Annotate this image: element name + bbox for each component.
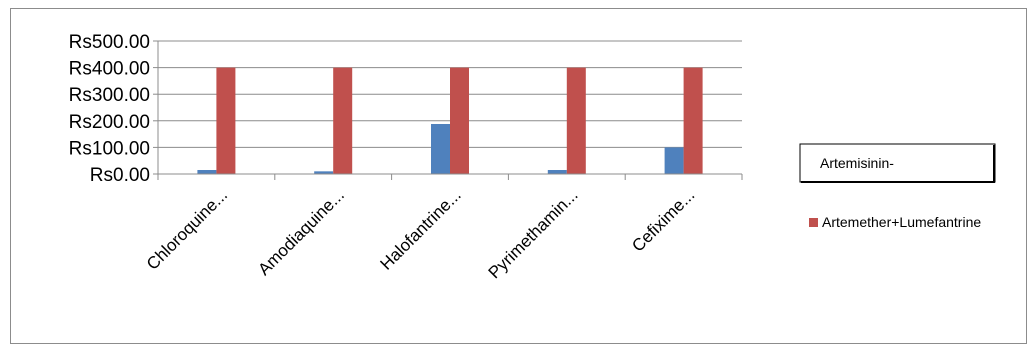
y-tick-labels: Rs0.00 Rs100.00 Rs200.00 Rs300.00 Rs400.00 Rs… [69, 32, 150, 186]
bar-artemisinin [314, 171, 334, 174]
bar-artemether-lumefantrine [216, 67, 236, 174]
legend-label-artemether-lumefantrine: Artemether+Lumefantrine [822, 214, 981, 230]
bar-artemether-lumefantrine [450, 67, 469, 174]
legend-box [799, 143, 996, 183]
x-tick-label: Cefixime... [628, 185, 698, 255]
x-tick-labels: Chloroquine... Amodiaquine... Halofantrine… [143, 185, 698, 282]
y-tick-label: Rs500.00 [69, 32, 150, 53]
y-tick-label: Rs0.00 [90, 165, 150, 186]
x-tick-label: Halofantrine... [377, 185, 465, 273]
bar-artemether-lumefantrine [683, 67, 703, 174]
bar-artemisinin [431, 123, 450, 174]
x-tick-label: Amodiaquine... [254, 185, 348, 279]
y-tick-label: Rs300.00 [69, 85, 150, 106]
x-tick-label: Chloroquine... [143, 185, 231, 273]
legend: Artemisinin- Artemether+Lumefantrine [799, 143, 996, 230]
bars [197, 67, 703, 174]
bar-artemisinin [547, 170, 567, 174]
bar-artemether-lumefantrine [333, 67, 353, 174]
y-tick-label: Rs400.00 [69, 59, 150, 80]
axes [153, 40, 743, 180]
y-tick-label: Rs100.00 [69, 138, 150, 159]
bar-artemisinin [664, 147, 684, 174]
x-tick-label: Pyrimethamin... [485, 185, 582, 282]
bar-artemisinin [197, 170, 217, 174]
y-tick-label: Rs200.00 [69, 112, 150, 133]
bar-artemether-lumefantrine [566, 67, 586, 174]
legend-swatch-artemether-lumefantrine [809, 218, 818, 227]
legend-label-artemisinin: Artemisinin- [820, 155, 894, 171]
